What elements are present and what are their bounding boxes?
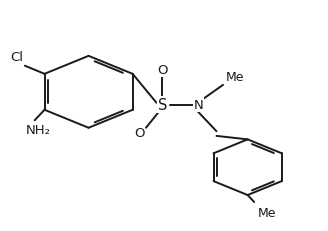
Text: Me: Me [226,70,244,83]
Text: N: N [194,99,203,112]
Text: NH₂: NH₂ [26,123,51,136]
Text: S: S [158,98,167,112]
Text: Me: Me [258,206,277,219]
Text: Cl: Cl [10,51,23,64]
Text: O: O [157,64,168,77]
Text: O: O [134,126,145,139]
